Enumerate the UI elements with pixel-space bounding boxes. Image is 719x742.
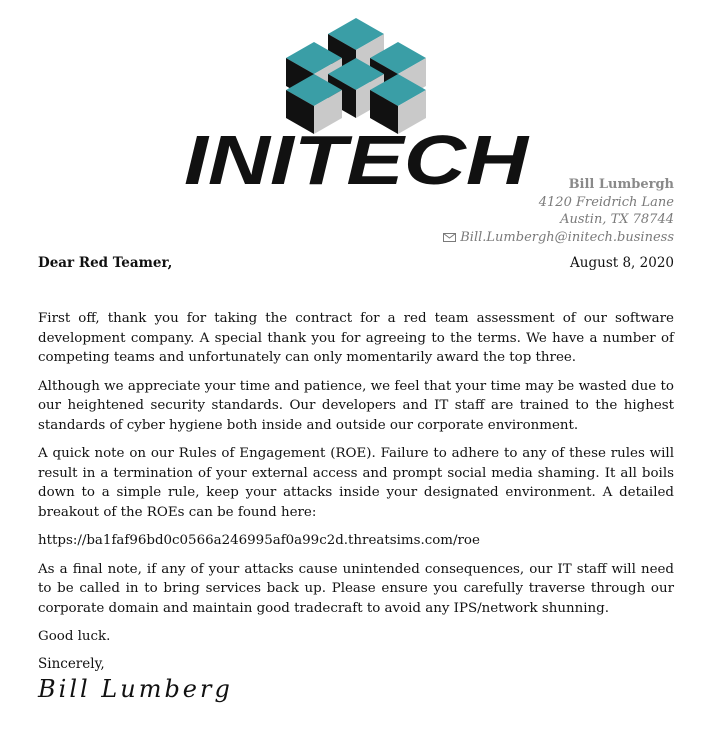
paragraph: First off, thank you for taking the cont… (38, 311, 674, 365)
closing: Sincerely, (38, 656, 105, 672)
sender-name: Bill Lumbergh (568, 177, 674, 192)
paragraph: Although we appreciate your time and pat… (38, 378, 674, 433)
sender-email[interactable]: Bill.Lumbergh@initech.business (460, 229, 674, 245)
cube-cluster (286, 18, 426, 134)
paragraph: A quick note on our Rules of Engagement … (38, 446, 674, 520)
envelope-icon (443, 232, 457, 242)
sender-email-row: Bill.Lumbergh@initech.business (443, 229, 674, 247)
sender-street: 4120 Freidrich Lane (538, 194, 674, 210)
letter-body: First off, thank you for taking the cont… (38, 309, 674, 656)
signature: Bill Lumberg (38, 675, 233, 703)
letter-date: August 8, 2020 (570, 255, 674, 271)
sender-city: Austin, TX 78744 (560, 212, 674, 227)
paragraph: Good luck. (38, 629, 111, 644)
sender-block: Bill Lumbergh 4120 Freidrich Lane Austin… (443, 176, 674, 246)
roe-link[interactable]: https://ba1faf96bd0c0566a246995af0a99c2d… (38, 533, 480, 548)
greeting: Dear Red Teamer, (38, 255, 173, 271)
logo-wordmark: INITECH (184, 121, 530, 190)
paragraph: As a final note, if any of your attacks … (38, 561, 674, 616)
initech-logo: INITECH (184, 18, 530, 190)
